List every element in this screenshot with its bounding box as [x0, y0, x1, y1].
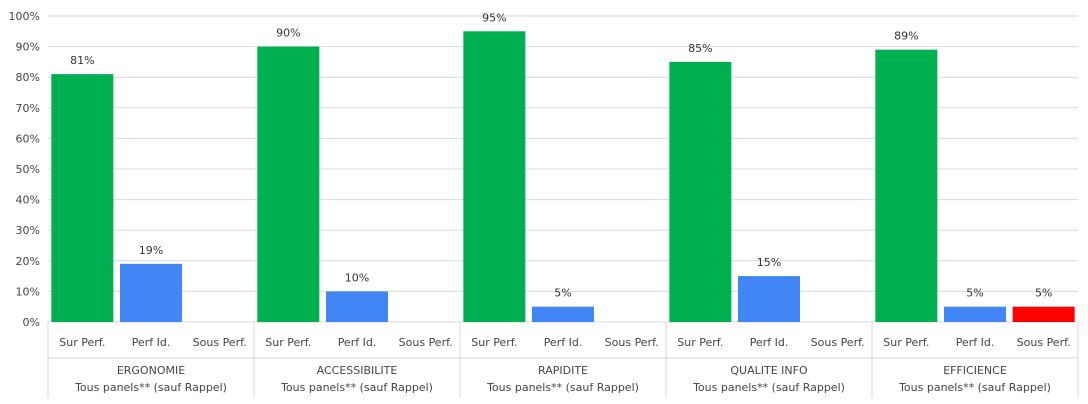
category-label: Sous Perf. [1017, 336, 1071, 349]
y-tick-label: 10% [16, 285, 40, 298]
data-label: 90% [276, 27, 300, 40]
bar [326, 291, 388, 322]
data-label: 85% [688, 42, 712, 55]
category-label: Sous Perf. [605, 336, 659, 349]
group-name: RAPIDITE [538, 364, 588, 377]
group-subtitle: Tous panels** (sauf Rappel) [486, 381, 639, 394]
category-label: Sous Perf. [399, 336, 453, 349]
y-tick-label: 90% [16, 41, 40, 54]
category-label: Perf Id. [544, 336, 583, 349]
data-label: 95% [482, 11, 506, 24]
category-label: Sous Perf. [811, 336, 865, 349]
group-subtitle: Tous panels** (sauf Rappel) [280, 381, 433, 394]
category-label: Sur Perf. [59, 336, 105, 349]
y-tick-label: 100% [9, 10, 40, 23]
category-label: Sous Perf. [193, 336, 247, 349]
bar [669, 61, 732, 323]
y-axis-ticks: 0% 10% 20% 30% 40% 50% 60% 70% 80% 90% 100% [9, 10, 40, 329]
category-label: Sur Perf. [265, 336, 311, 349]
y-tick-label: 0% [23, 316, 40, 329]
bar [875, 49, 938, 322]
category-label: Perf Id. [750, 336, 789, 349]
data-label: 81% [70, 54, 94, 67]
category-label: Sur Perf. [677, 336, 723, 349]
data-label: 89% [894, 30, 918, 43]
y-tick-label: 70% [16, 102, 40, 115]
bar [738, 276, 800, 322]
data-label: 5% [554, 287, 571, 300]
bar [463, 31, 526, 323]
group-name: ACCESSIBILITE [317, 364, 398, 377]
group-subtitle: Tous panels** (sauf Rappel) [898, 381, 1051, 394]
bar [1012, 306, 1075, 322]
x-axis: Sur Perf. Perf Id. Sous Perf. ERGONOMIE Tous… [47, 322, 1079, 398]
bars [51, 31, 1075, 323]
grid-lines [48, 15, 1078, 323]
category-label: Perf Id. [338, 336, 377, 349]
data-label: 5% [966, 287, 983, 300]
bar [944, 306, 1006, 322]
data-label: 19% [139, 244, 163, 257]
group-subtitle: Tous panels** (sauf Rappel) [692, 381, 845, 394]
bar [51, 74, 114, 322]
data-label: 5% [1035, 287, 1052, 300]
group-name: ERGONOMIE [117, 364, 185, 377]
y-tick-label: 40% [16, 194, 40, 207]
group-subtitle: Tous panels** (sauf Rappel) [74, 381, 227, 394]
data-labels: 81% 19% 90% 10% 95% 5% 85% 15% 89% 5% 5% [70, 11, 1052, 299]
y-tick-label: 50% [16, 163, 40, 176]
y-tick-label: 60% [16, 132, 40, 145]
y-tick-label: 20% [16, 255, 40, 268]
y-tick-label: 80% [16, 71, 40, 84]
y-tick-label: 30% [16, 224, 40, 237]
bar [120, 263, 182, 322]
group-name: QUALITE INFO [730, 364, 808, 377]
category-label: Sur Perf. [883, 336, 929, 349]
bar [532, 306, 594, 322]
group-name: EFFICIENCE [943, 364, 1007, 377]
data-label: 15% [757, 256, 781, 269]
data-label: 10% [345, 271, 369, 284]
bar [257, 46, 320, 322]
category-label: Perf Id. [132, 336, 171, 349]
category-label: Perf Id. [956, 336, 995, 349]
category-label: Sur Perf. [471, 336, 517, 349]
